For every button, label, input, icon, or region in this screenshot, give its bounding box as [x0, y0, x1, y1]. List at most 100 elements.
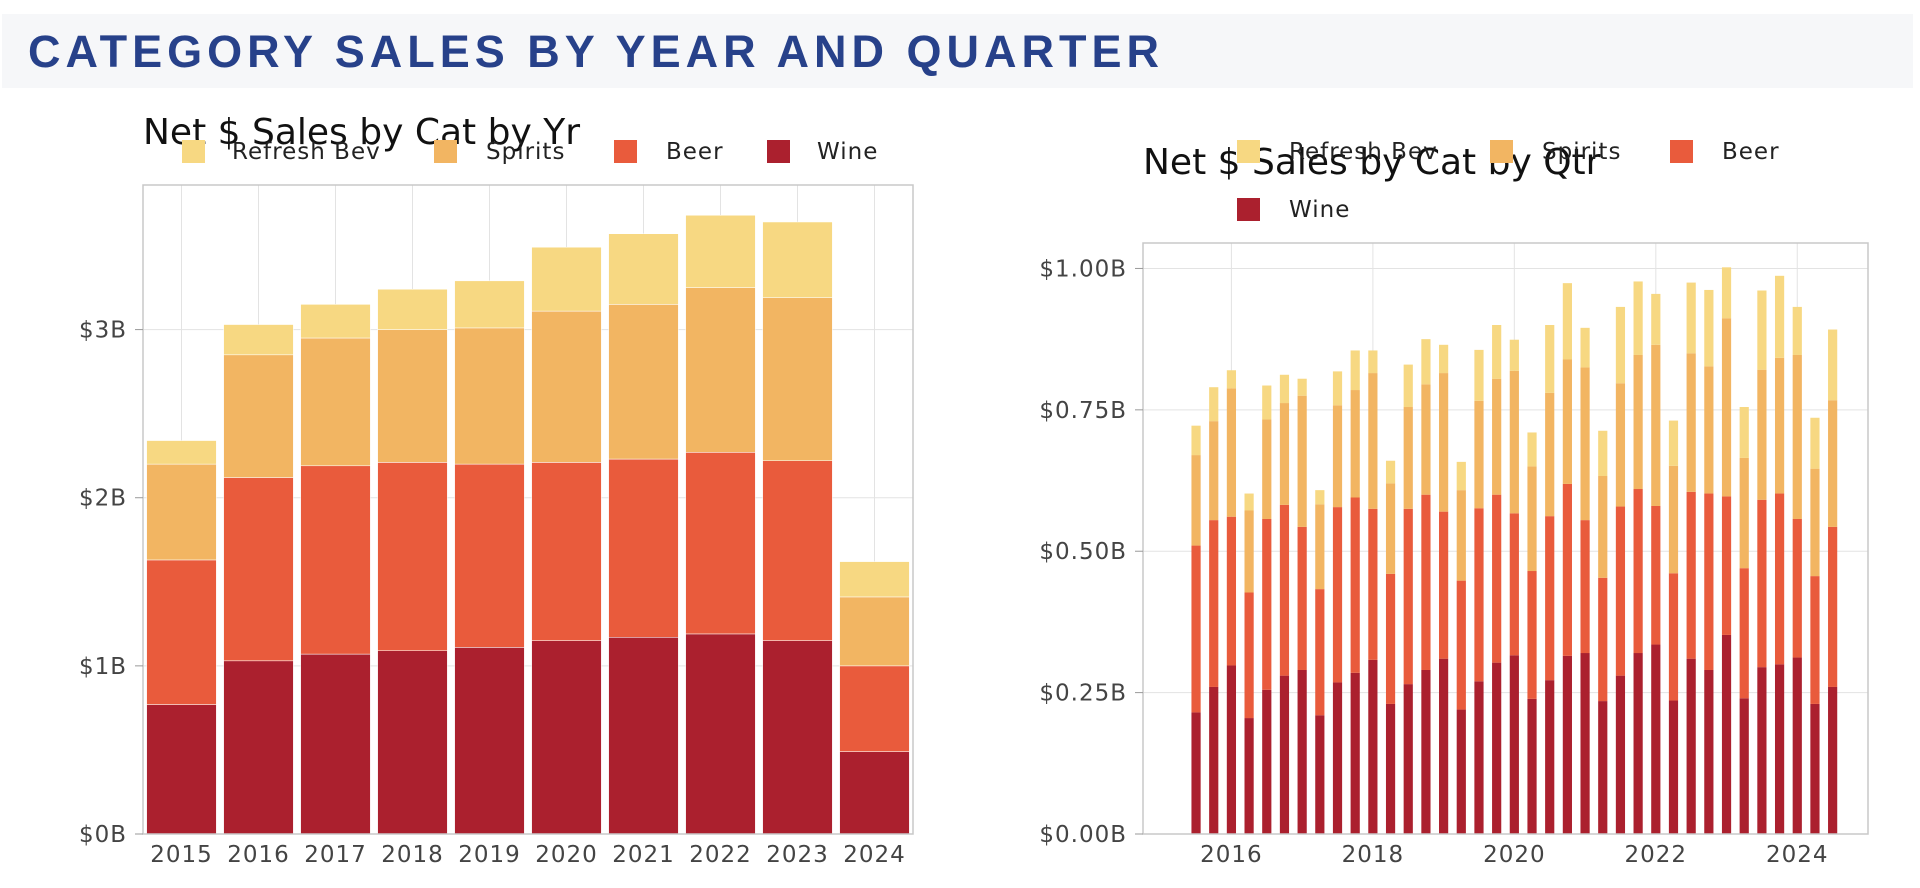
bar-segment-beer[interactable] — [1474, 508, 1484, 682]
bar-segment-refresh-bev[interactable] — [762, 221, 833, 298]
bar-segment-refresh-bev[interactable] — [1244, 493, 1254, 511]
legend-label-wine[interactable]: Wine — [817, 139, 878, 165]
bar-segment-refresh-bev[interactable] — [1332, 371, 1343, 406]
bar-segment-wine[interactable] — [1209, 686, 1219, 834]
bar-segment-spirits[interactable] — [1721, 318, 1732, 497]
bar-segment-refresh-bev[interactable] — [1668, 420, 1679, 466]
bar-segment-beer[interactable] — [1828, 526, 1838, 687]
bar-segment-wine[interactable] — [1403, 684, 1413, 834]
bar-segment-spirits[interactable] — [839, 596, 910, 667]
bar-segment-beer[interactable] — [1615, 506, 1626, 676]
bar-segment-spirits[interactable] — [1385, 483, 1396, 574]
bar-segment-beer[interactable] — [839, 665, 910, 752]
bar-segment-beer[interactable] — [1226, 516, 1237, 666]
bar-segment-wine[interactable] — [1757, 667, 1767, 834]
bar-segment-spirits[interactable] — [1315, 504, 1325, 590]
bar-segment-refresh-bev[interactable] — [1509, 339, 1519, 371]
bar-segment-refresh-bev[interactable] — [1792, 306, 1802, 355]
bar-segment-wine[interactable] — [1615, 675, 1626, 834]
bar-segment-wine[interactable] — [1439, 658, 1449, 834]
bar-segment-beer[interactable] — [1810, 576, 1820, 704]
bar-segment-refresh-bev[interactable] — [1704, 289, 1714, 367]
bar-segment-beer[interactable] — [1350, 497, 1360, 673]
bar-segment-beer[interactable] — [1385, 573, 1396, 704]
bar-segment-wine[interactable] — [1792, 657, 1802, 834]
bar-segment-beer[interactable] — [1492, 494, 1502, 663]
legend-swatch-spirits[interactable] — [1490, 140, 1513, 163]
legend-label-spirits[interactable]: Spirits — [1542, 139, 1621, 165]
bar-segment-refresh-bev[interactable] — [1226, 370, 1237, 389]
bar-segment-spirits[interactable] — [377, 329, 448, 463]
bar-segment-wine[interactable] — [1421, 669, 1431, 834]
bar-segment-spirits[interactable] — [1774, 357, 1785, 494]
bar-segment-spirits[interactable] — [1403, 407, 1413, 509]
bar-segment-wine[interactable] — [1368, 659, 1378, 834]
bar-segment-beer[interactable] — [1262, 518, 1272, 690]
bar-segment-refresh-bev[interactable] — [1686, 282, 1696, 354]
yearly-chart-legend[interactable]: Refresh Bev Spirits Beer Wine — [182, 139, 878, 165]
legend-swatch-wine[interactable] — [1237, 198, 1260, 221]
bar-segment-refresh-bev[interactable] — [1350, 350, 1360, 391]
bar-segment-wine[interactable] — [1686, 658, 1696, 834]
bar-segment-spirits[interactable] — [1509, 370, 1519, 514]
bar-segment-refresh-bev[interactable] — [1262, 385, 1272, 420]
bar-segment-spirits[interactable] — [1226, 388, 1237, 517]
bar-segment-wine[interactable] — [1562, 655, 1572, 834]
bar-segment-spirits[interactable] — [1368, 373, 1378, 509]
bar-segment-beer[interactable] — [1580, 520, 1590, 654]
bar-segment-spirits[interactable] — [1527, 466, 1537, 572]
bar-segment-beer[interactable] — [1315, 589, 1325, 716]
bar-segment-wine[interactable] — [1315, 715, 1325, 834]
bar-segment-refresh-bev[interactable] — [1315, 490, 1325, 505]
bar-segment-beer[interactable] — [1527, 571, 1537, 699]
bar-segment-refresh-bev[interactable] — [1721, 267, 1732, 319]
quarterly-chart-legend[interactable]: Refresh Bev Spirits Beer Wine — [1237, 139, 1780, 223]
bar-segment-beer[interactable] — [1598, 577, 1608, 702]
bar-segment-wine[interactable] — [1527, 698, 1537, 834]
bar-segment-spirits[interactable] — [531, 310, 602, 463]
bar-segment-wine[interactable] — [1350, 672, 1360, 834]
bar-segment-wine[interactable] — [1774, 664, 1785, 834]
bar-segment-refresh-bev[interactable] — [146, 440, 217, 465]
bar-segment-wine[interactable] — [1633, 653, 1643, 834]
bar-segment-beer[interactable] — [1651, 505, 1661, 645]
bar-segment-refresh-bev[interactable] — [1527, 432, 1537, 467]
bar-segment-spirits[interactable] — [1810, 468, 1820, 577]
bar-segment-beer[interactable] — [531, 462, 602, 641]
bar-segment-spirits[interactable] — [1332, 405, 1343, 508]
bar-segment-refresh-bev[interactable] — [1651, 293, 1661, 345]
bar-segment-spirits[interactable] — [1651, 344, 1661, 506]
bar-segment-beer[interactable] — [1704, 493, 1714, 670]
bar-segment-spirits[interactable] — [1615, 383, 1626, 507]
bar-segment-refresh-bev[interactable] — [1739, 407, 1749, 458]
bar-segment-wine[interactable] — [1704, 669, 1714, 834]
bar-segment-wine[interactable] — [1545, 680, 1555, 834]
bar-segment-refresh-bev[interactable] — [839, 561, 910, 598]
legend-label-refresh-bev[interactable]: Refresh Bev — [1289, 139, 1438, 165]
bar-segment-beer[interactable] — [1403, 508, 1413, 685]
bar-segment-beer[interactable] — [1721, 496, 1732, 635]
bar-segment-wine[interactable] — [1297, 669, 1307, 834]
bar-segment-wine[interactable] — [1492, 662, 1502, 834]
bar-segment-refresh-bev[interactable] — [1421, 339, 1431, 385]
bar-segment-wine[interactable] — [1385, 703, 1396, 834]
bar-segment-spirits[interactable] — [1492, 378, 1502, 495]
bar-segment-refresh-bev[interactable] — [1545, 325, 1555, 393]
bar-segment-refresh-bev[interactable] — [223, 324, 294, 356]
legend-swatch-beer[interactable] — [1670, 140, 1693, 163]
bar-segment-spirits[interactable] — [1828, 400, 1838, 527]
bar-segment-beer[interactable] — [1368, 508, 1378, 660]
bar-segment-spirits[interactable] — [1297, 395, 1307, 527]
bar-segment-beer[interactable] — [454, 463, 525, 648]
bar-segment-wine[interactable] — [1474, 681, 1484, 834]
bar-segment-wine[interactable] — [1651, 644, 1661, 834]
bar-segment-spirits[interactable] — [608, 304, 679, 460]
bar-segment-refresh-bev[interactable] — [1474, 349, 1484, 401]
bar-segment-wine[interactable] — [1279, 675, 1290, 834]
bar-segment-refresh-bev[interactable] — [1209, 387, 1219, 422]
bar-segment-refresh-bev[interactable] — [1580, 327, 1590, 368]
bar-segment-refresh-bev[interactable] — [531, 246, 602, 312]
legend-label-beer[interactable]: Beer — [1722, 139, 1780, 165]
bar-segment-beer[interactable] — [1668, 573, 1679, 701]
bar-segment-refresh-bev[interactable] — [1297, 378, 1307, 396]
